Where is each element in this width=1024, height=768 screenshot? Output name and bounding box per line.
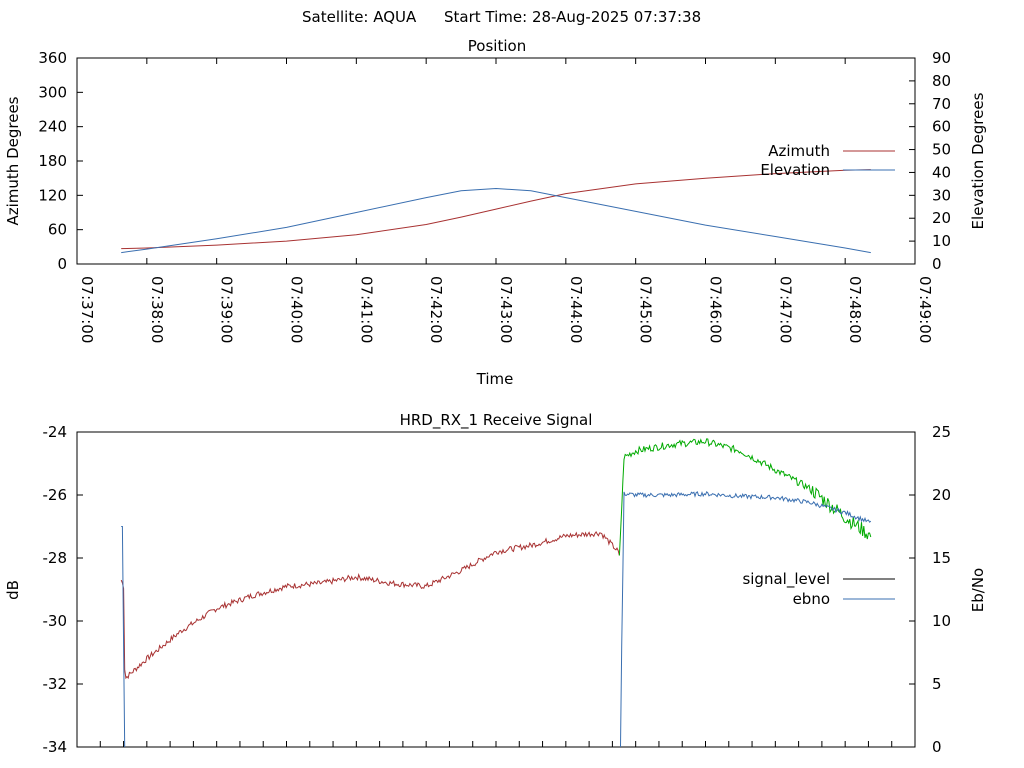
position-x-tick-label: 07:39:00 [218,276,236,343]
series-line-ebno [620,490,872,748]
series-line-signal-level-high [618,438,872,556]
satellite-label: Satellite: AQUA [302,8,417,26]
receive-plot-frame [76,431,916,748]
position-x-tick-label: 07:49:00 [916,276,934,343]
position-left-axis: 0 60 120 180 240 300 360 [38,49,83,273]
position-chart-title: Position [468,37,526,55]
legend-label-azimuth: Azimuth [768,142,830,160]
position-y-axis-label: Azimuth Degrees [4,96,22,225]
receive-right-tick-label: 10 [932,612,951,630]
position-chart: Position 0 60 120 180 240 300 360 0 10 20 30 40 50 6… [4,37,987,388]
receive-signal-chart-title: HRD_RX_1 Receive Signal [400,411,593,430]
position-left-tick-label: 300 [38,83,67,101]
position-x-tick-label: 07:43:00 [497,276,515,343]
series-line-elevation [121,187,871,254]
legend-label-signal-level: signal_level [742,570,830,589]
position-x-tick-label: 07:37:00 [78,276,96,343]
position-x-tick-label: 07:38:00 [148,276,166,343]
series-line-ebno-start [121,526,126,748]
position-x-tick-label: 07:40:00 [288,276,306,343]
position-left-tick-label: 60 [48,221,67,239]
position-right-tick-label: 20 [932,209,951,227]
position-right-tick-label: 60 [932,118,951,136]
receive-right-axis: 25 20 15 10 5 0 [909,423,951,756]
position-x-tick-label: 07:42:00 [427,276,445,343]
receive-legend: signal_level ebno [742,570,895,608]
position-x-tick-label: 07:41:00 [357,276,375,343]
position-x-tick-label: 07:48:00 [846,276,864,343]
receive-signal-chart: HRD_RX_1 Receive Signal -24-26-28-30-32-… [4,411,987,756]
receive-right-tick-label: 15 [932,549,951,567]
series-line-signal-level-low [120,530,620,680]
position-left-tick-label: 0 [57,255,67,273]
position-left-tick-label: 120 [38,186,67,204]
legend-label-ebno: ebno [793,590,830,608]
receive-right-tick-label: 0 [932,738,942,756]
series-line-azimuth [121,169,871,250]
position-right-axis: 0 10 20 30 40 50 60 70 80 90 [909,49,951,273]
position-x-axis-label: Time [476,370,514,388]
receive-left-tick-label: -32 [43,675,68,693]
receive-y-axis-label: dB [4,580,22,600]
position-right-tick-label: 40 [932,163,951,181]
receive-left-tick-label: -34 [43,738,68,756]
position-left-tick-label: 180 [38,152,67,170]
receive-right-tick-label: 25 [932,423,951,441]
receive-left-axis: -24 -26 -28 -30 -32 -34 [43,423,83,756]
legend-label-elevation: Elevation [760,161,830,179]
receive-left-tick-label: -24 [43,423,68,441]
receive-right-tick-label: 20 [932,486,951,504]
position-x-tick-label: 07:45:00 [637,276,655,343]
position-x-tick-label: 07:44:00 [567,276,585,343]
position-y2-axis-label: Elevation Degrees [969,92,987,229]
position-left-tick-label: 240 [38,118,67,136]
position-right-tick-label: 80 [932,72,951,90]
position-x-tick-label: 07:47:00 [776,276,794,343]
receive-left-tick-label: -28 [43,549,68,567]
receive-left-tick-label: -30 [43,612,68,630]
receive-y2-axis-label: Eb/No [969,568,987,612]
position-left-tick-label: 360 [38,49,67,67]
position-right-tick-label: 0 [932,255,942,273]
position-legend: Azimuth Elevation [760,142,895,179]
start-time-label: Start Time: 28-Aug-2025 07:37:38 [444,8,701,26]
position-right-tick-label: 90 [932,49,951,67]
position-right-tick-label: 70 [932,95,951,113]
position-right-tick-label: 50 [932,141,951,159]
position-x-tick-label: 07:46:00 [707,276,725,343]
receive-left-tick-label: -26 [43,486,68,504]
position-right-tick-label: 10 [932,232,951,250]
position-x-axis: 07:37:00 07:38:00 07:39:00 07:40:00 07:41:00… [76,58,934,343]
position-right-tick-label: 30 [932,186,951,204]
receive-x-axis [76,741,916,747]
receive-right-tick-label: 5 [932,675,942,693]
